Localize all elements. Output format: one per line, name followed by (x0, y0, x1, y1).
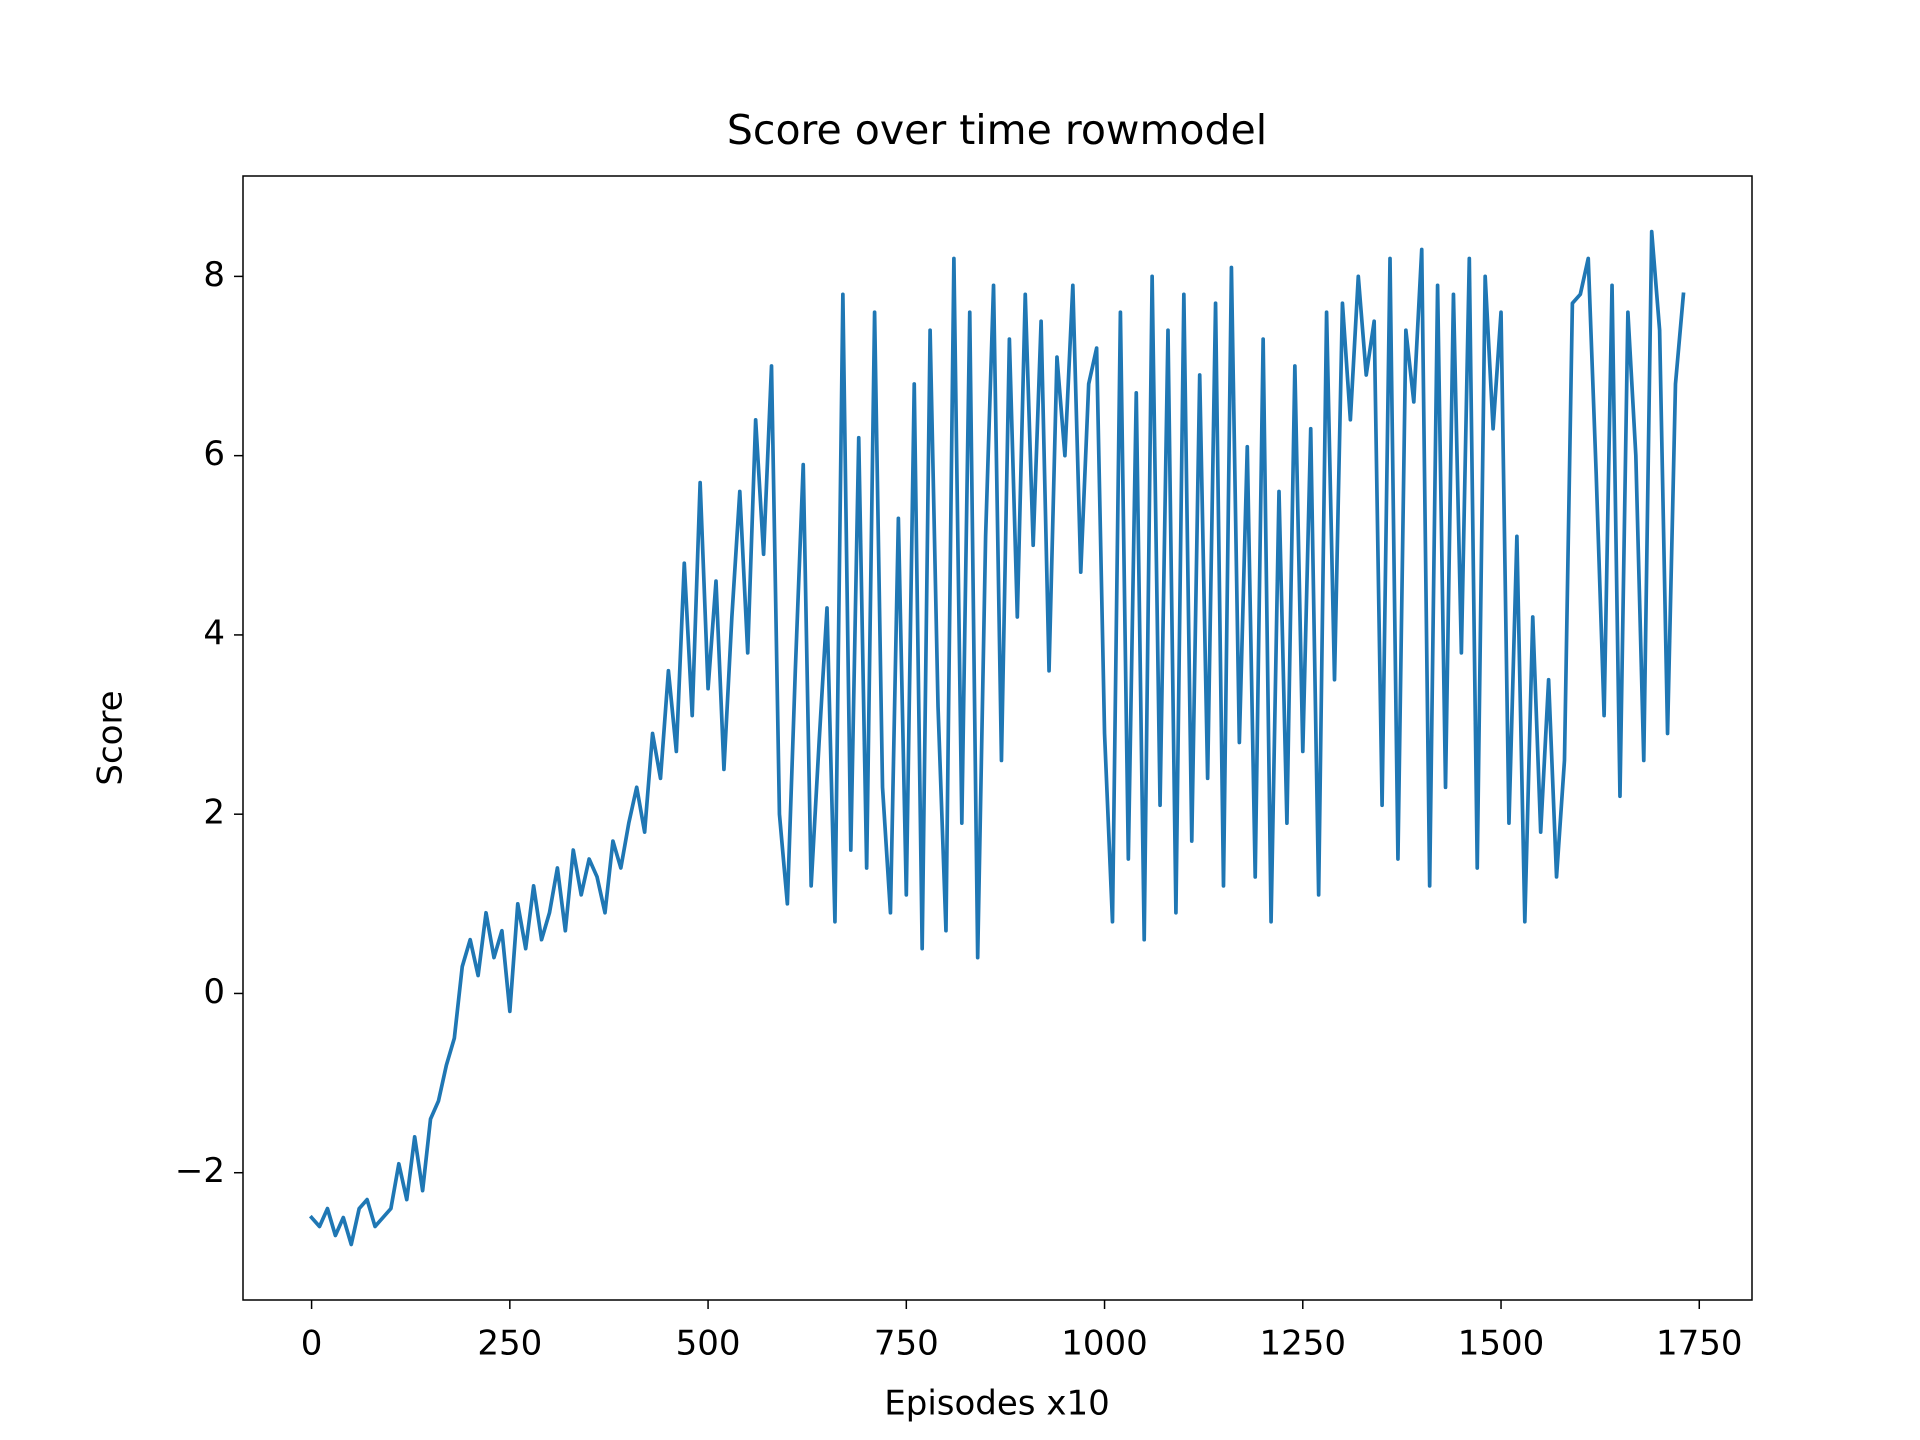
x-tick-label: 750 (874, 1324, 939, 1364)
y-tick-label: 6 (203, 434, 225, 474)
x-tick-label: 1750 (1656, 1324, 1743, 1364)
x-tick-label: 1000 (1061, 1324, 1148, 1364)
x-tick-label: 0 (301, 1324, 323, 1364)
y-tick-label: 0 (203, 972, 225, 1012)
chart-title: Score over time rowmodel (727, 106, 1267, 154)
y-tick-label: −2 (175, 1151, 225, 1191)
plot-frame (242, 175, 1753, 1301)
x-tick-label: 1500 (1458, 1324, 1545, 1364)
x-tick-label: 1250 (1260, 1324, 1347, 1364)
y-tick-label: 8 (203, 255, 225, 295)
y-axis-label: Score (91, 690, 131, 785)
x-tick-label: 500 (676, 1324, 741, 1364)
y-tick-label: 4 (203, 613, 225, 653)
x-axis-label: Episodes x10 (884, 1384, 1109, 1424)
data-line (308, 229, 1686, 1247)
x-tick-label: 250 (477, 1324, 542, 1364)
y-tick-label: 2 (203, 793, 225, 833)
